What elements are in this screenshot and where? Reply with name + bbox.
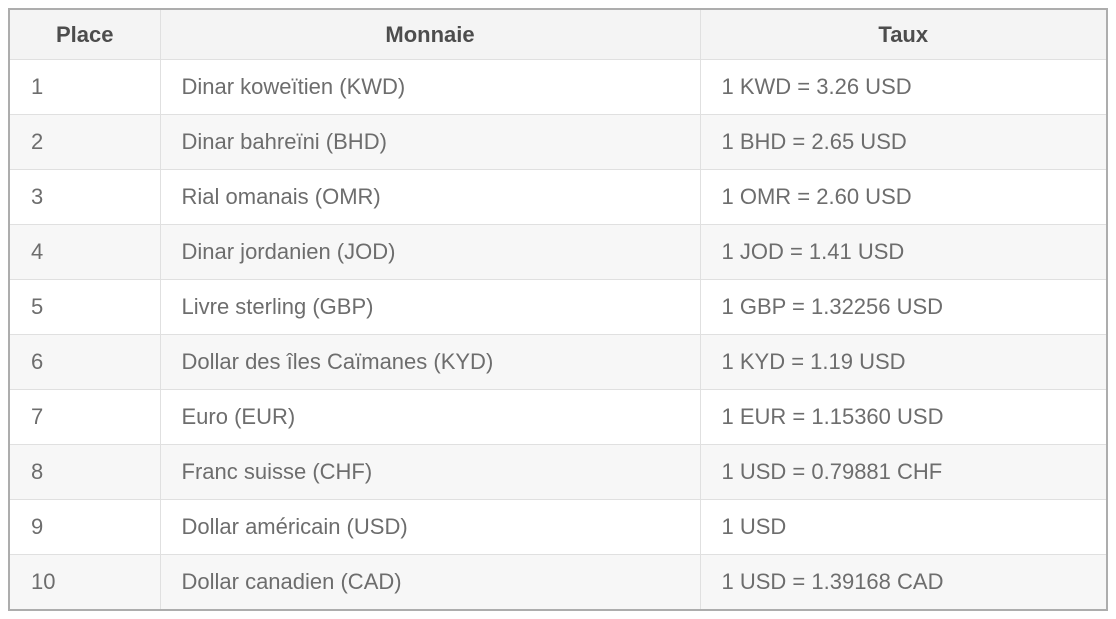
- table-row: 9 Dollar américain (USD) 1 USD: [8, 499, 1108, 555]
- rate-cell: 1 EUR = 1.15360 USD: [699, 389, 1108, 445]
- column-header-place: Place: [8, 8, 161, 60]
- table-row: 1 Dinar koweïtien (KWD) 1 KWD = 3.26 USD: [8, 59, 1108, 115]
- place-cell: 3: [8, 169, 161, 225]
- table-header: Place Monnaie Taux: [8, 8, 1108, 60]
- currency-cell: Franc suisse (CHF): [159, 444, 701, 500]
- currency-cell: Dollar américain (USD): [159, 499, 701, 555]
- place-cell: 2: [8, 114, 161, 170]
- table-row: 2 Dinar bahreïni (BHD) 1 BHD = 2.65 USD: [8, 114, 1108, 170]
- rate-cell: 1 BHD = 2.65 USD: [699, 114, 1108, 170]
- currency-cell: Dinar koweïtien (KWD): [159, 59, 701, 115]
- place-cell: 5: [8, 279, 161, 335]
- table-row: 10 Dollar canadien (CAD) 1 USD = 1.39168 C…: [8, 554, 1108, 611]
- currency-cell: Dollar canadien (CAD): [159, 554, 701, 611]
- currency-cell: Dollar des îles Caïmanes (KYD): [159, 334, 701, 390]
- place-cell: 9: [8, 499, 161, 555]
- currency-cell: Rial omanais (OMR): [159, 169, 701, 225]
- rate-cell: 1 USD = 0.79881 CHF: [699, 444, 1108, 500]
- column-header-monnaie: Monnaie: [159, 8, 701, 60]
- rate-cell: 1 KWD = 3.26 USD: [699, 59, 1108, 115]
- currency-cell: Dinar jordanien (JOD): [159, 224, 701, 280]
- rate-cell: 1 USD: [699, 499, 1108, 555]
- table-body: 1 Dinar koweïtien (KWD) 1 KWD = 3.26 USD 2 D…: [8, 59, 1108, 611]
- header-row: Place Monnaie Taux: [8, 8, 1108, 60]
- currency-rates-table: Place Monnaie Taux 1 Dinar koweïtien (KWD…: [8, 8, 1108, 611]
- rate-cell: 1 JOD = 1.41 USD: [699, 224, 1108, 280]
- table-row: 5 Livre sterling (GBP) 1 GBP = 1.32256 USD: [8, 279, 1108, 335]
- rate-cell: 1 GBP = 1.32256 USD: [699, 279, 1108, 335]
- table-row: 8 Franc suisse (CHF) 1 USD = 0.79881 CHF: [8, 444, 1108, 500]
- currency-cell: Euro (EUR): [159, 389, 701, 445]
- table-row: 3 Rial omanais (OMR) 1 OMR = 2.60 USD: [8, 169, 1108, 225]
- rate-cell: 1 KYD = 1.19 USD: [699, 334, 1108, 390]
- column-header-taux: Taux: [699, 8, 1108, 60]
- place-cell: 6: [8, 334, 161, 390]
- place-cell: 8: [8, 444, 161, 500]
- table-row: 4 Dinar jordanien (JOD) 1 JOD = 1.41 USD: [8, 224, 1108, 280]
- currency-cell: Dinar bahreïni (BHD): [159, 114, 701, 170]
- table-row: 6 Dollar des îles Caïmanes (KYD) 1 KYD = 1…: [8, 334, 1108, 390]
- place-cell: 7: [8, 389, 161, 445]
- rate-cell: 1 OMR = 2.60 USD: [699, 169, 1108, 225]
- table-row: 7 Euro (EUR) 1 EUR = 1.15360 USD: [8, 389, 1108, 445]
- rate-cell: 1 USD = 1.39168 CAD: [699, 554, 1108, 611]
- place-cell: 1: [8, 59, 161, 115]
- currency-cell: Livre sterling (GBP): [159, 279, 701, 335]
- place-cell: 10: [8, 554, 161, 611]
- place-cell: 4: [8, 224, 161, 280]
